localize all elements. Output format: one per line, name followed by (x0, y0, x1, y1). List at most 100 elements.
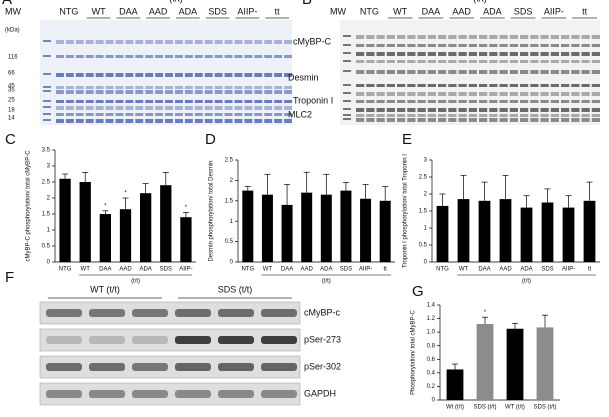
band (184, 119, 193, 123)
bar (340, 190, 352, 262)
band (95, 73, 104, 77)
y-tick-label: 0 (432, 398, 436, 404)
band (417, 84, 426, 87)
band (115, 113, 124, 116)
band (468, 92, 477, 96)
band (458, 44, 467, 47)
band (175, 86, 183, 89)
blot-band (89, 336, 125, 344)
band (145, 90, 154, 94)
band (184, 90, 193, 94)
band (591, 108, 600, 112)
band (571, 52, 580, 56)
band (386, 44, 395, 47)
band (530, 70, 539, 74)
panel-letter: F (5, 269, 14, 286)
band (540, 108, 549, 112)
band (284, 55, 292, 58)
band (581, 92, 590, 96)
band (194, 119, 203, 123)
band (366, 44, 375, 47)
band (184, 73, 193, 77)
band (458, 60, 467, 63)
bar (320, 194, 332, 262)
band (204, 113, 213, 116)
x-tick-label: SDS (541, 267, 553, 273)
band (264, 113, 273, 116)
band (509, 44, 518, 47)
bar (499, 199, 512, 262)
bar (562, 207, 575, 262)
band (85, 119, 94, 123)
band (417, 118, 426, 122)
band (407, 114, 416, 117)
band (125, 55, 134, 58)
band (530, 114, 539, 117)
blot-band (218, 309, 254, 317)
band (155, 106, 164, 110)
band (438, 108, 447, 112)
band (85, 106, 94, 110)
band (520, 60, 529, 63)
mw-band (343, 60, 351, 62)
band (438, 35, 447, 39)
band (115, 55, 124, 58)
band (85, 55, 94, 58)
band (244, 73, 253, 77)
x-tick-label: DAA (99, 267, 111, 273)
band (591, 70, 600, 74)
band (165, 119, 173, 123)
band (366, 100, 375, 103)
band (194, 73, 203, 77)
band (581, 60, 590, 63)
band (427, 60, 436, 63)
band (448, 70, 457, 74)
band (155, 113, 164, 116)
band (155, 86, 164, 89)
x-tick-label: DAA (478, 267, 490, 273)
band (397, 100, 406, 103)
band (254, 90, 263, 94)
band (75, 113, 84, 116)
y-tick-label: 1.5 (225, 198, 234, 204)
mw-marker: 14 (8, 116, 15, 122)
mw-band (43, 40, 51, 42)
x-tick-label: SDS (160, 267, 172, 273)
lane-label: ADA (483, 6, 502, 16)
band (499, 108, 508, 112)
band (427, 52, 436, 56)
band (448, 60, 457, 63)
band (550, 100, 559, 103)
band (145, 106, 154, 110)
y-tick-label: 2 (230, 178, 234, 184)
band (56, 55, 64, 58)
band (591, 60, 600, 63)
x-tick-label: WT (459, 267, 469, 273)
band (458, 92, 467, 96)
mw-band (343, 70, 351, 72)
blot-band (89, 309, 125, 317)
band (561, 108, 570, 112)
panel-letter: B (302, 0, 312, 8)
band (204, 119, 213, 123)
band (509, 100, 518, 103)
band (274, 90, 283, 94)
group-label: WT (t/t) (90, 284, 120, 294)
x-tick-label: ADA (320, 267, 332, 273)
band (571, 35, 580, 39)
band (204, 90, 213, 94)
band (438, 118, 447, 122)
band (571, 44, 580, 47)
band (214, 73, 223, 77)
band (540, 118, 549, 122)
x-tick-label: AAD (301, 267, 314, 273)
band (448, 114, 457, 117)
band (571, 92, 580, 96)
blot-band (175, 309, 211, 317)
band (479, 52, 488, 56)
x-tick-label: ADA (139, 267, 151, 273)
band (509, 84, 518, 87)
band (85, 86, 94, 89)
y-tick-label: 2.5 (225, 158, 234, 164)
band (264, 106, 273, 110)
